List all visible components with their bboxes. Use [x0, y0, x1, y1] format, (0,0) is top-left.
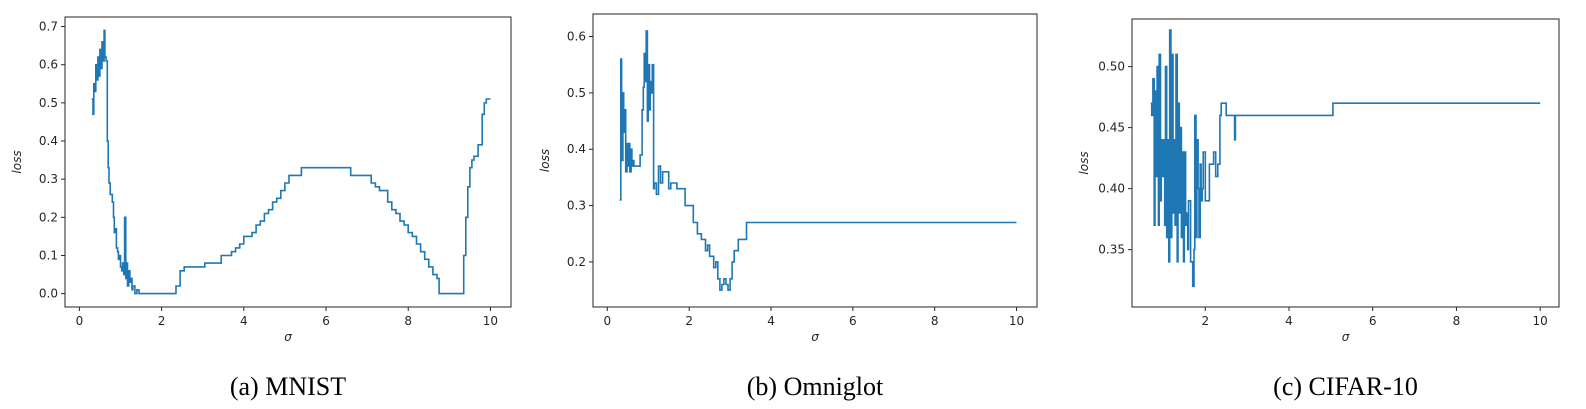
x-tick-label: 4	[1285, 314, 1293, 328]
x-axis-label: σ	[811, 330, 819, 344]
x-tick-label: 4	[767, 314, 775, 328]
caption: (c) CIFAR-10	[1273, 372, 1418, 401]
x-tick-label: 2	[158, 314, 166, 328]
x-tick-label: 10	[483, 314, 498, 328]
y-tick-label: 0.35	[1098, 243, 1125, 257]
x-tick-label: 8	[404, 314, 412, 328]
x-tick-label: 0	[604, 314, 612, 328]
axes-frame	[64, 16, 512, 308]
x-tick-label: 6	[849, 314, 857, 328]
y-tick-label: 0.2	[39, 210, 58, 224]
y-tick-label: 0.3	[567, 199, 586, 213]
x-tick-label: 6	[1369, 314, 1377, 328]
axes-frame	[592, 13, 1038, 308]
y-tick-label: 0.5	[39, 96, 58, 110]
y-tick-label: 0.1	[39, 248, 58, 262]
x-tick-label: 10	[1009, 314, 1024, 328]
y-tick-label: 0.7	[39, 20, 58, 34]
panel-mnist: 0 2 4 6 8 10 0.00.10.20.30.40.50.60.7 σ loss …	[10, 16, 512, 401]
loss-line	[1150, 29, 1541, 288]
panel-cifar10: 2 4 6 8 10 0.35 0.40 0.45 0.50 σ loss (c) CIFAR…	[1077, 18, 1560, 401]
x-tick-label: 10	[1533, 314, 1548, 328]
x-tick-label: 8	[1453, 314, 1461, 328]
x-axis-label: σ	[1342, 330, 1350, 344]
panel-omniglot: 0 2 4 6 8 10 0.2 0.3 0.4 0.5 0.6 σ loss (b) Omnig…	[538, 13, 1038, 401]
caption: (b) Omniglot	[747, 372, 884, 401]
y-ticks: 0.2 0.3 0.4 0.5 0.6	[567, 30, 593, 269]
x-ticks: 0 2 4 6 8 10	[604, 307, 1024, 328]
y-tick-label: 0.0	[39, 287, 58, 301]
x-tick-label: 4	[240, 314, 248, 328]
loss-line	[91, 29, 491, 295]
y-tick-label: 0.40	[1098, 182, 1125, 196]
y-ticks: 0.0 0.1 0.2 0.3 0.4 0.5 0.6 0.7	[39, 20, 65, 301]
x-ticks: 2 4 6 8 10	[1201, 307, 1548, 328]
y-axis-label: loss	[538, 149, 552, 172]
x-tick-label: 6	[322, 314, 330, 328]
y-tick-label: 0.4	[39, 134, 58, 148]
x-tick-label: 0	[76, 314, 84, 328]
caption: (a) MNIST	[230, 372, 346, 401]
y-axis-label: loss	[1077, 151, 1091, 174]
x-tick-label: 2	[685, 314, 693, 328]
y-tick-label: 0.45	[1098, 121, 1125, 135]
y-tick-label: 0.6	[39, 58, 58, 72]
loss-line	[619, 30, 1017, 291]
y-tick-label: 0.5	[567, 86, 586, 100]
y-tick-label: 0.3	[39, 172, 58, 186]
x-tick-label: 8	[931, 314, 939, 328]
x-ticks: 0 2 4 6 8 10	[76, 307, 498, 328]
y-ticks: 0.35 0.40 0.45 0.50	[1098, 60, 1132, 257]
x-tick-label: 2	[1201, 314, 1209, 328]
x-axis-label: σ	[284, 330, 292, 344]
y-tick-label: 0.2	[567, 255, 586, 269]
y-tick-label: 0.50	[1098, 60, 1125, 74]
y-axis-label: loss	[10, 150, 24, 173]
y-tick-label: 0.4	[567, 142, 586, 156]
axes-frame	[1131, 18, 1560, 308]
y-tick-label: 0.6	[567, 30, 586, 44]
